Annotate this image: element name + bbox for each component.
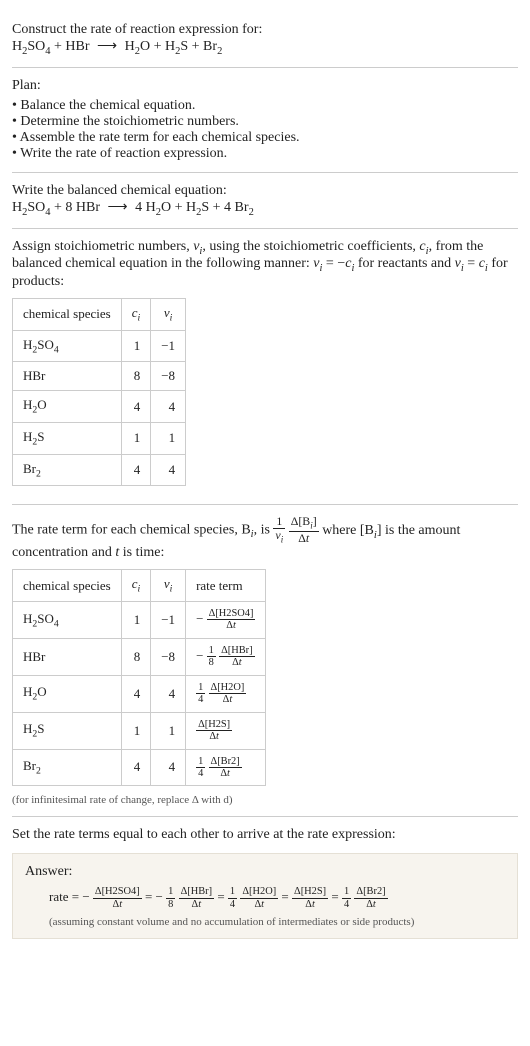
balanced-label: Write the balanced chemical equation: bbox=[12, 183, 518, 199]
cell-nu: −1 bbox=[151, 330, 186, 362]
rate-term-intro-post: , is bbox=[254, 523, 274, 538]
cell-c: 1 bbox=[121, 422, 151, 454]
table-header-row: chemical species ci νi bbox=[13, 299, 186, 331]
plan-section: Plan: Balance the chemical equation. Det… bbox=[12, 68, 518, 172]
cell-species: H2S bbox=[13, 712, 122, 749]
intro-title: Construct the rate of reaction expressio… bbox=[12, 22, 518, 38]
cell-nu: 4 bbox=[151, 454, 186, 486]
table-row: H2S 1 1 bbox=[13, 422, 186, 454]
table-row: H2O 4 4 14 Δ[H2O]Δt bbox=[13, 675, 266, 712]
cell-nu: −1 bbox=[151, 602, 186, 639]
cell-species: H2S bbox=[13, 422, 122, 454]
table-row: HBr 8 −8 − 18 Δ[HBr]Δt bbox=[13, 638, 266, 675]
col-rate: rate term bbox=[186, 570, 266, 602]
cell-c: 4 bbox=[121, 675, 151, 712]
cell-c: 4 bbox=[121, 454, 151, 486]
table-row: HBr 8 −8 bbox=[13, 362, 186, 391]
rate-term-footnote: (for infinitesimal rate of change, repla… bbox=[12, 794, 518, 806]
rate-term-intro: The rate term for each chemical species,… bbox=[12, 515, 518, 561]
stoich-intro: Assign stoichiometric numbers, νi, using… bbox=[12, 239, 518, 291]
cell-species: HBr bbox=[13, 362, 122, 391]
final-intro: Set the rate terms equal to each other t… bbox=[12, 827, 518, 843]
col-c: ci bbox=[121, 299, 151, 331]
cell-rate: − 18 Δ[HBr]Δt bbox=[186, 638, 266, 675]
cell-species: Br2 bbox=[13, 454, 122, 486]
plan-label: Plan: bbox=[12, 78, 518, 94]
stoich-section: Assign stoichiometric numbers, νi, using… bbox=[12, 229, 518, 505]
final-section: Set the rate terms equal to each other t… bbox=[12, 817, 518, 949]
cell-c: 8 bbox=[121, 362, 151, 391]
balanced-section: Write the balanced chemical equation: H2… bbox=[12, 173, 518, 228]
rate-term-table: chemical species ci νi rate term H2SO4 1… bbox=[12, 569, 266, 786]
cell-c: 1 bbox=[121, 602, 151, 639]
cell-rate: − Δ[H2SO4]Δt bbox=[186, 602, 266, 639]
col-c: ci bbox=[121, 570, 151, 602]
balanced-equation: H2SO4 + 8 HBr ⟶ 4 H2O + H2S + 4 Br2 bbox=[12, 199, 518, 218]
cell-nu: 1 bbox=[151, 422, 186, 454]
answer-box: Answer: rate = − Δ[H2SO4]Δt = − 18 Δ[HBr… bbox=[12, 853, 518, 939]
cell-nu: 1 bbox=[151, 712, 186, 749]
cell-species: H2O bbox=[13, 391, 122, 423]
plan-item: Balance the chemical equation. bbox=[12, 98, 518, 114]
col-species: chemical species bbox=[13, 570, 122, 602]
cell-c: 8 bbox=[121, 638, 151, 675]
rate-term-frac-1: 1νi bbox=[273, 515, 285, 545]
plan-item: Write the rate of reaction expression. bbox=[12, 146, 518, 162]
cell-nu: 4 bbox=[151, 749, 186, 786]
col-species: chemical species bbox=[13, 299, 122, 331]
table-row: H2SO4 1 −1 bbox=[13, 330, 186, 362]
table-row: H2O 4 4 bbox=[13, 391, 186, 423]
table-row: Br2 4 4 bbox=[13, 454, 186, 486]
cell-species: Br2 bbox=[13, 749, 122, 786]
cell-species: H2SO4 bbox=[13, 602, 122, 639]
rate-term-intro-pre: The rate term for each chemical species,… bbox=[12, 523, 251, 538]
plan-list: Balance the chemical equation. Determine… bbox=[12, 98, 518, 162]
col-nu: νi bbox=[151, 570, 186, 602]
col-nu: νi bbox=[151, 299, 186, 331]
cell-rate: 14 Δ[Br2]Δt bbox=[186, 749, 266, 786]
cell-rate: 14 Δ[H2O]Δt bbox=[186, 675, 266, 712]
table-row: Br2 4 4 14 Δ[Br2]Δt bbox=[13, 749, 266, 786]
plan-item: Assemble the rate term for each chemical… bbox=[12, 130, 518, 146]
cell-species: HBr bbox=[13, 638, 122, 675]
cell-nu: −8 bbox=[151, 362, 186, 391]
cell-species: H2SO4 bbox=[13, 330, 122, 362]
cell-rate: Δ[H2S]Δt bbox=[186, 712, 266, 749]
rate-term-section: The rate term for each chemical species,… bbox=[12, 505, 518, 816]
cell-nu: 4 bbox=[151, 675, 186, 712]
answer-assumption: (assuming constant volume and no accumul… bbox=[25, 916, 505, 928]
plan-item: Determine the stoichiometric numbers. bbox=[12, 114, 518, 130]
cell-nu: 4 bbox=[151, 391, 186, 423]
table-row: H2SO4 1 −1 − Δ[H2SO4]Δt bbox=[13, 602, 266, 639]
cell-nu: −8 bbox=[151, 638, 186, 675]
stoich-table: chemical species ci νi H2SO4 1 −1 HBr 8 … bbox=[12, 298, 186, 486]
cell-c: 4 bbox=[121, 391, 151, 423]
table-header-row: chemical species ci νi rate term bbox=[13, 570, 266, 602]
cell-species: H2O bbox=[13, 675, 122, 712]
cell-c: 1 bbox=[121, 712, 151, 749]
intro-equation: H2SO4 + HBr ⟶ H2O + H2S + Br2 bbox=[12, 38, 518, 57]
answer-label: Answer: bbox=[25, 864, 505, 880]
table-row: H2S 1 1 Δ[H2S]Δt bbox=[13, 712, 266, 749]
cell-c: 1 bbox=[121, 330, 151, 362]
cell-c: 4 bbox=[121, 749, 151, 786]
rate-term-frac-2: Δ[Bi]Δt bbox=[289, 515, 319, 545]
intro-section: Construct the rate of reaction expressio… bbox=[12, 12, 518, 67]
answer-equation: rate = − Δ[H2SO4]Δt = − 18 Δ[HBr]Δt = 14… bbox=[25, 886, 505, 910]
